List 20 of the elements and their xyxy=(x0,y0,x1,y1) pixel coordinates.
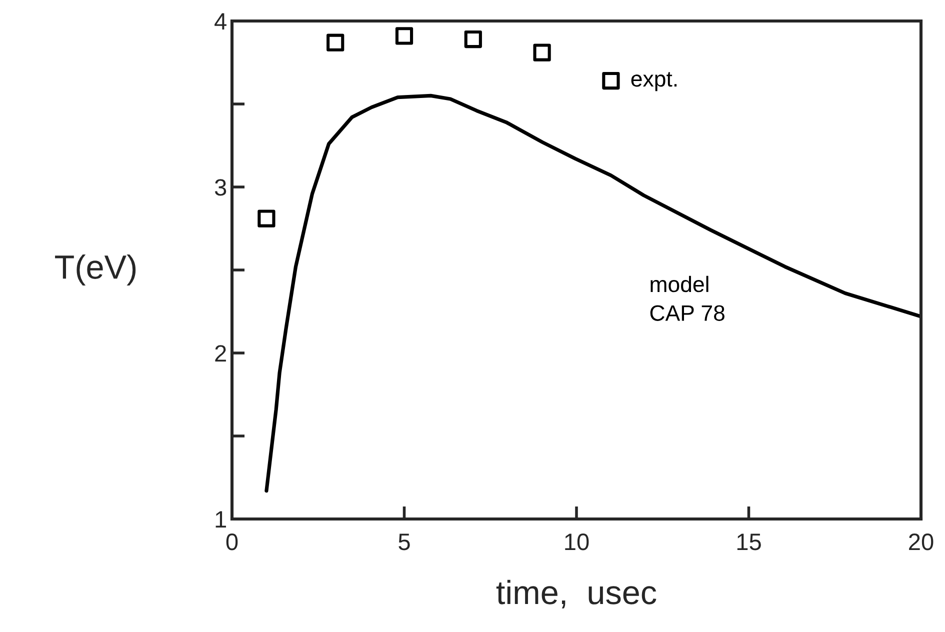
x-tick-label: 0 xyxy=(226,534,238,550)
y-tick-label: 1 xyxy=(216,511,226,528)
point xyxy=(395,27,414,45)
point xyxy=(326,34,344,52)
point xyxy=(602,72,620,90)
x-tick-label: 5 xyxy=(398,534,410,550)
line-series xyxy=(264,94,921,493)
y-tick-label: 2 xyxy=(215,345,226,362)
x-axis-title: time, usec xyxy=(496,580,656,608)
x-tick-label: 10 xyxy=(565,534,589,550)
point xyxy=(464,30,482,48)
y-tick-label: 3 xyxy=(214,179,226,196)
y-tick-label: 4 xyxy=(214,13,226,30)
x-tick-label: 20 xyxy=(909,534,934,550)
x-tick-label: 15 xyxy=(737,534,761,550)
point xyxy=(533,44,551,62)
point xyxy=(258,210,276,228)
y-axis-title: T(eV) xyxy=(55,254,136,286)
series-label: model CAP 78 xyxy=(650,276,724,321)
series-label: expt. xyxy=(631,72,677,92)
